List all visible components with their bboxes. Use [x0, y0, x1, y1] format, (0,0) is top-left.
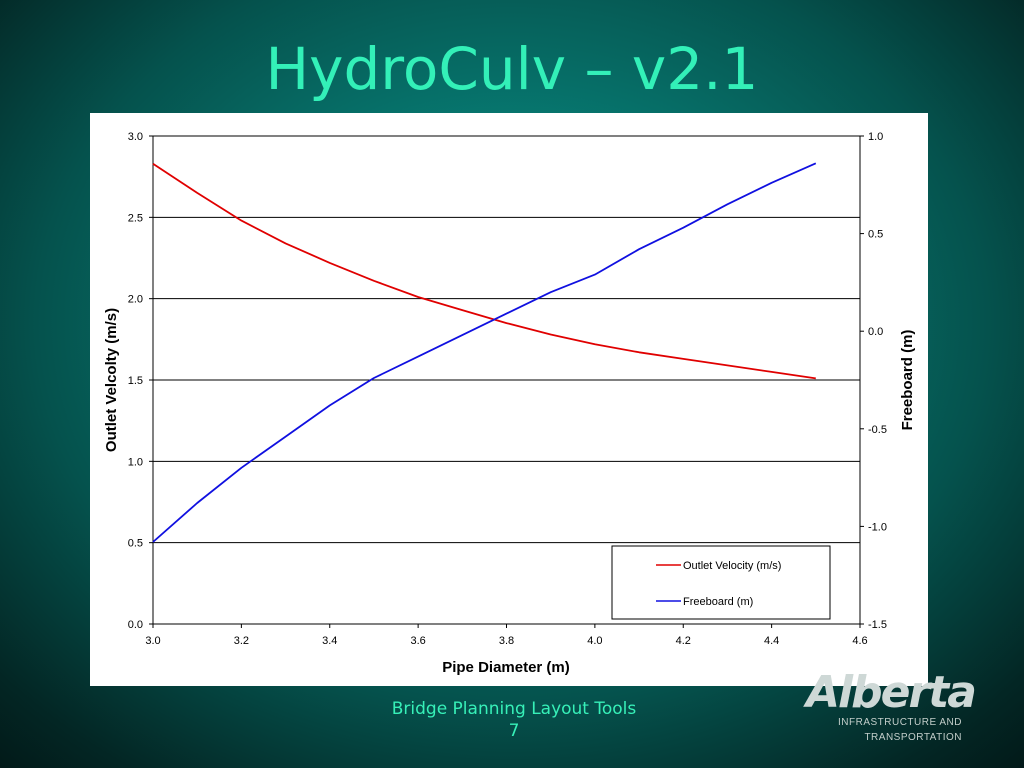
footer-title: Bridge Planning Layout Tools	[391, 699, 637, 719]
series-line-outlet-velocity	[152, 162, 816, 380]
slide-title: HydroCulv – v2.1	[265, 35, 759, 103]
x-tick-label: 4.6	[852, 635, 867, 647]
page-number: 7	[508, 721, 520, 741]
y-tick-label: 1.5	[128, 375, 143, 387]
logo-subtitle-line1: INFRASTRUCTURE AND	[837, 717, 962, 728]
legend-label-outlet-velocity: Outlet Velocity (m/s)	[683, 560, 781, 572]
alberta-logo: Alberta INFRASTRUCTURE AND TRANSPORTATIO…	[798, 671, 977, 747]
x-tick-label: 3.6	[410, 635, 425, 647]
x-tick-label: 3.0	[145, 635, 160, 647]
y2-tick-label: 1.0	[868, 131, 883, 143]
x-tick-label: 4.2	[676, 635, 691, 647]
y-tick-label: 2.5	[128, 212, 143, 224]
y2-tick-label: -1.5	[868, 619, 887, 631]
x-tick-label: 3.8	[499, 635, 514, 647]
logo-subtitle-line2: TRANSPORTATION	[864, 732, 962, 743]
y-tick-label: 2.0	[128, 294, 143, 306]
x-tick-label: 3.4	[322, 635, 337, 647]
x-tick-label: 4.0	[587, 635, 602, 647]
legend: Outlet Velocity (m/s) Freeboard (m)	[611, 545, 831, 620]
y2-axis-title: Freeboard (m)	[899, 330, 916, 431]
y-tick-label: 0.0	[128, 619, 143, 631]
x-tick-label: 3.2	[234, 635, 249, 647]
slide-footer: Bridge Planning Layout Tools 7	[0, 698, 1024, 742]
axes: 0.0 0.5 1.0 1.5 2.0 2.5 3.0 -1.5 -1.0 -0.5 0.0 0.5 1…	[128, 131, 887, 647]
y-tick-label: 0.5	[128, 538, 143, 550]
y-tick-label: 3.0	[128, 131, 143, 143]
logo-wordmark: Alberta	[806, 667, 977, 718]
y2-tick-label: 0.5	[868, 229, 883, 241]
chart-panel: 0.0 0.5 1.0 1.5 2.0 2.5 3.0 -1.5 -1.0 -0.5 0.0 0.5 1…	[90, 113, 928, 686]
y2-tick-label: -1.0	[868, 521, 887, 533]
x-axis-title: Pipe Diameter (m)	[442, 659, 570, 676]
x-tick-label: 4.4	[764, 635, 779, 647]
y2-tick-label: -0.5	[868, 424, 887, 436]
y-tick-label: 1.0	[128, 456, 143, 468]
y2-tick-label: 0.0	[868, 326, 883, 338]
legend-box	[611, 545, 831, 620]
series-line-freeboard	[152, 162, 817, 543]
gridlines	[153, 216, 860, 544]
y-axis-title: Outlet Velcolty (m/s)	[103, 308, 120, 452]
legend-label-freeboard: Freeboard (m)	[683, 596, 753, 608]
series-lines	[152, 162, 817, 543]
chart: 0.0 0.5 1.0 1.5 2.0 2.5 3.0 -1.5 -1.0 -0.5 0.0 0.5 1…	[103, 131, 916, 676]
